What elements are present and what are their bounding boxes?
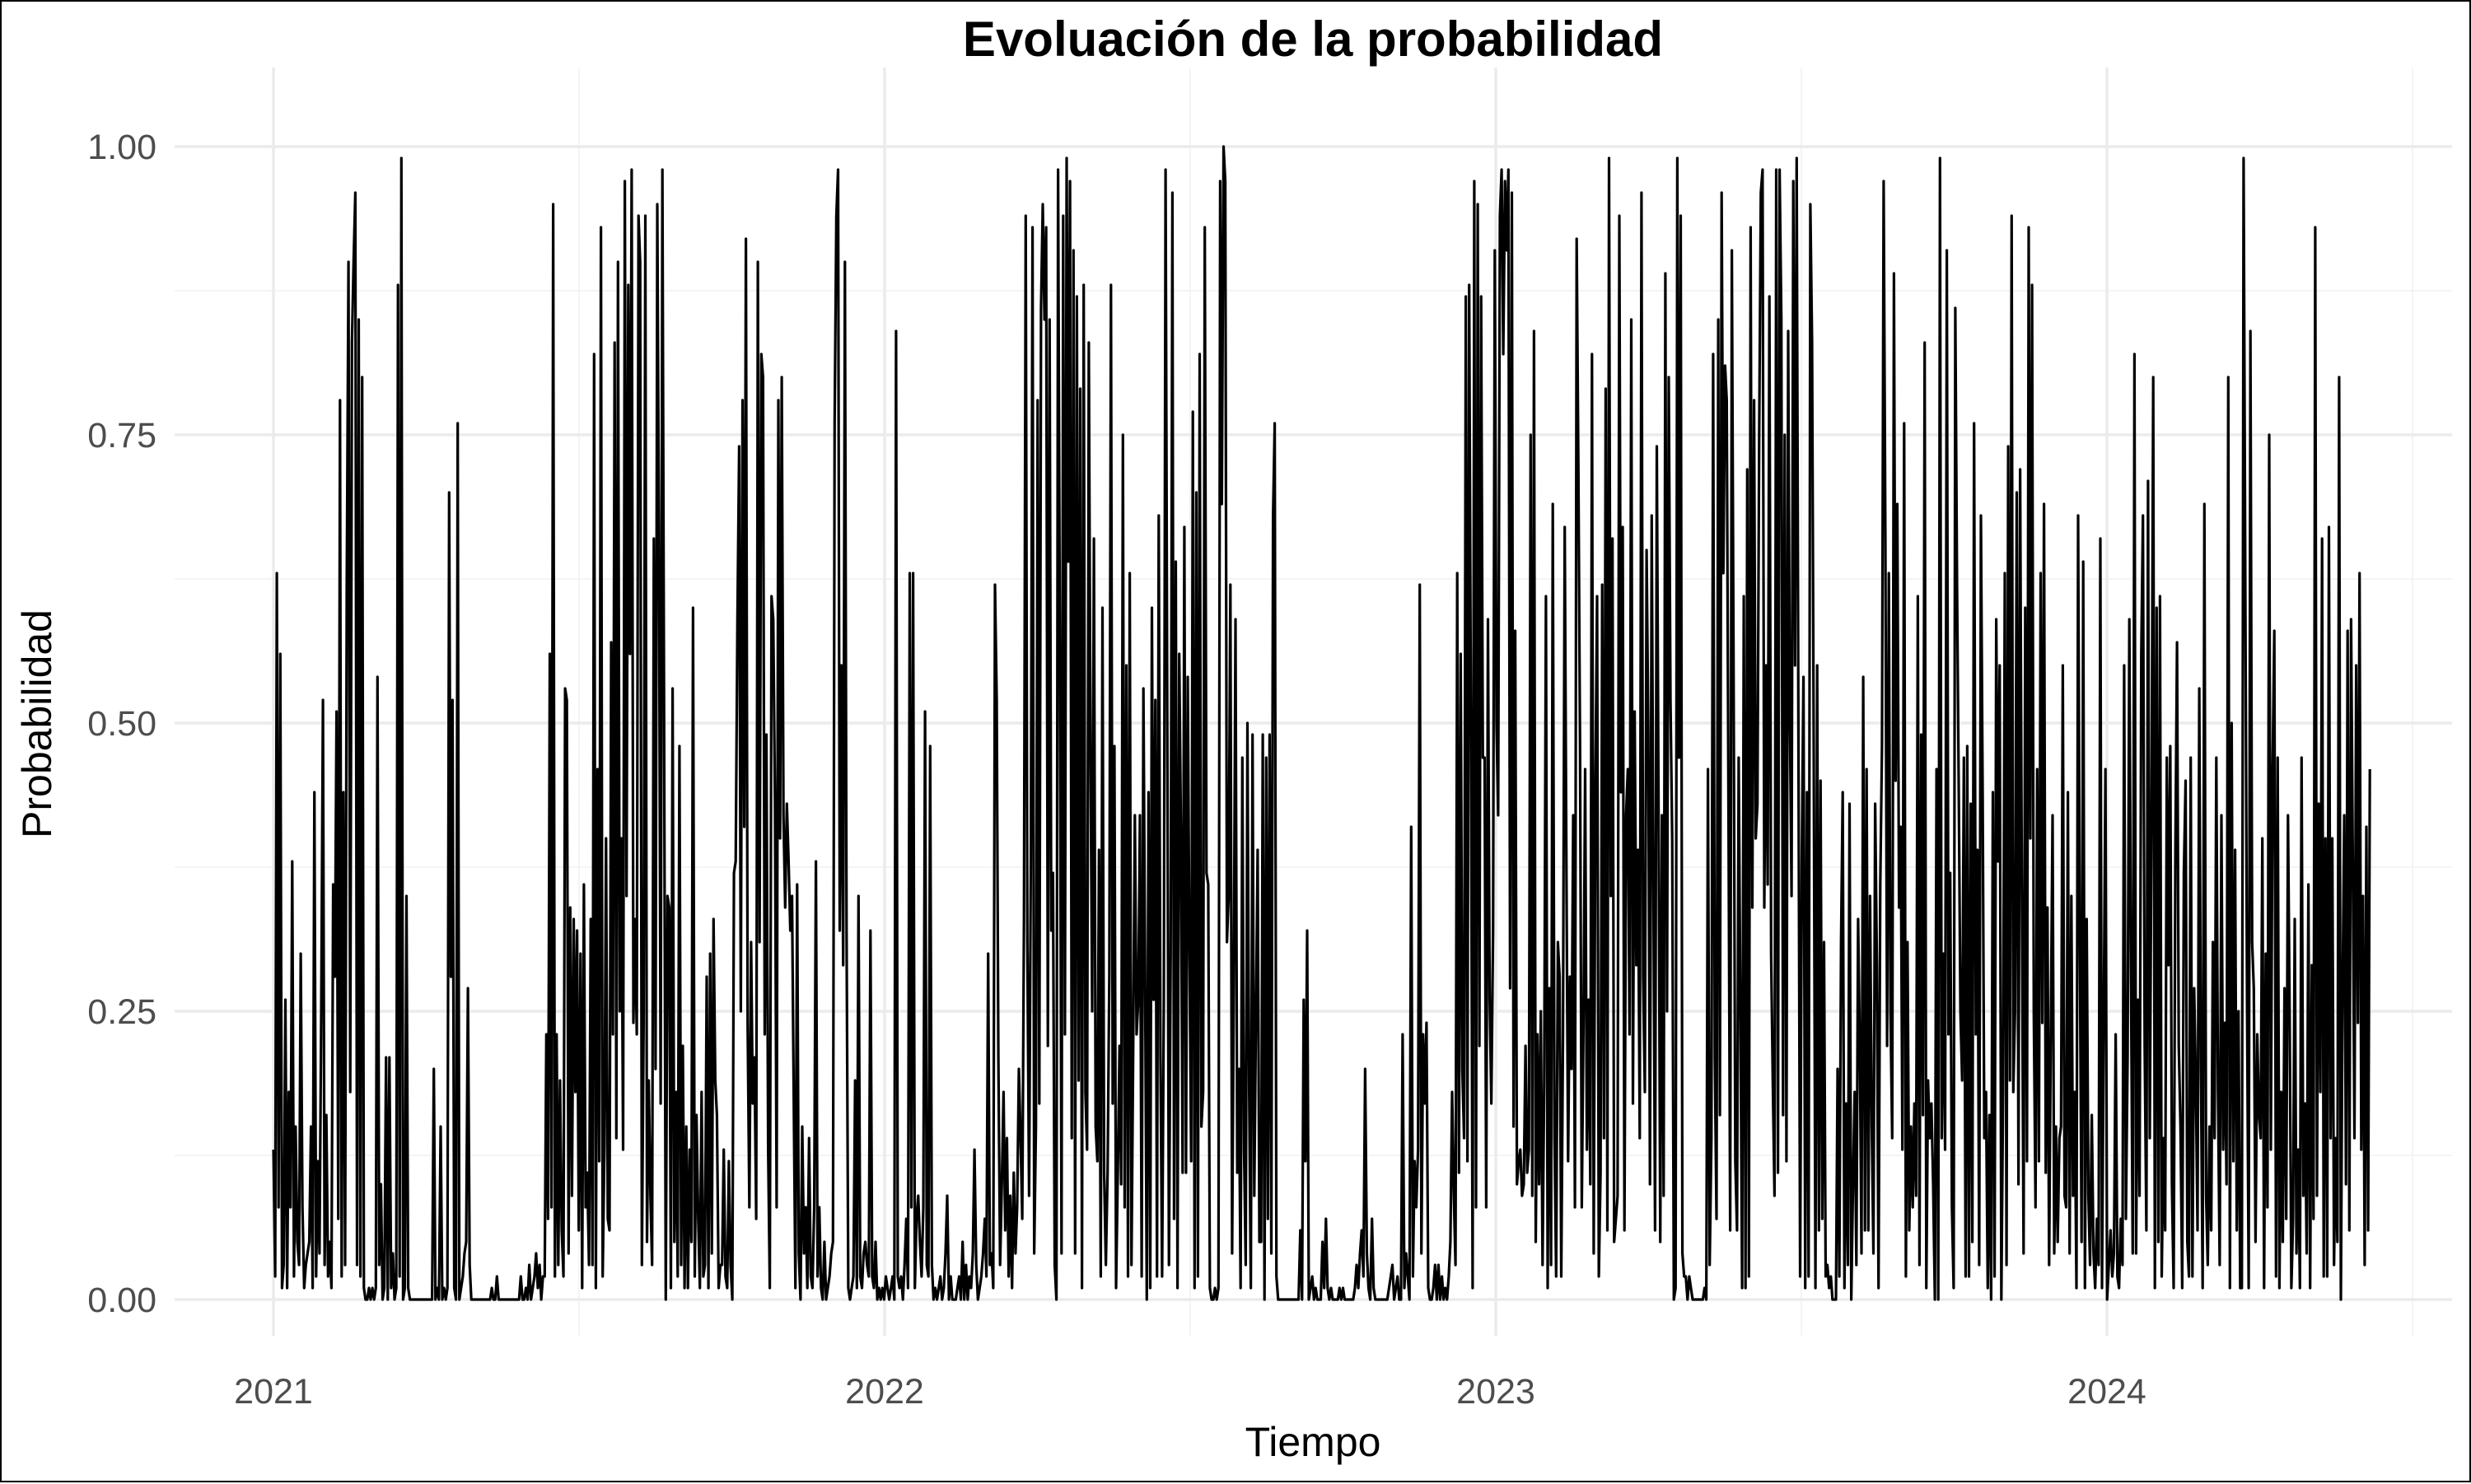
x-tick-label: 2021: [234, 1372, 313, 1412]
y-tick-label: 0.25: [87, 992, 156, 1032]
y-tick-label: 0.75: [87, 416, 156, 455]
x-tick-label: 2023: [1456, 1372, 1535, 1412]
y-axis-title: Probabilidad: [14, 609, 60, 838]
y-tick-label: 0.00: [87, 1281, 156, 1320]
x-tick-label: 2024: [2067, 1372, 2146, 1412]
major-gridlines: [175, 68, 2452, 1336]
x-axis-tick-labels: 2021 2022 2023 2024: [234, 1372, 2146, 1412]
y-tick-label: 1.00: [87, 128, 156, 167]
chart-title: Evoluación de la probabilidad: [963, 12, 1663, 67]
x-tick-label: 2022: [845, 1372, 924, 1412]
probability-series-line: [272, 145, 2371, 1301]
series-layer: [272, 145, 2371, 1301]
x-axis-title: Tiempo: [1245, 1419, 1381, 1465]
y-axis-tick-labels: 0.00 0.25 0.50 0.75 1.00: [87, 128, 156, 1320]
y-tick-label: 0.50: [87, 704, 156, 744]
minor-gridlines: [175, 68, 2452, 1336]
